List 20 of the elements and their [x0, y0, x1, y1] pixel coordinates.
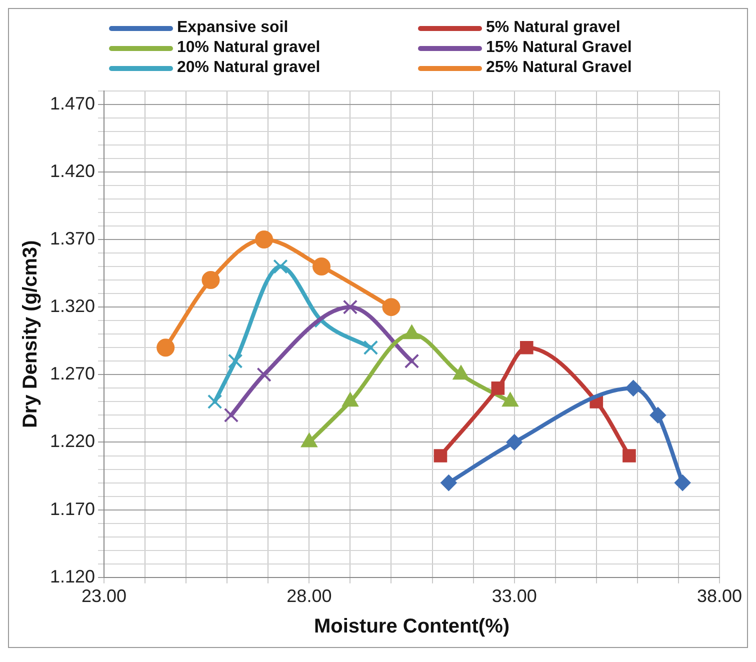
x-tick-label: 33.00: [492, 586, 537, 606]
legend-label: 25% Natural Gravel: [486, 59, 632, 77]
y-tick-label: 1.170: [50, 498, 96, 519]
y-tick-label: 1.470: [50, 93, 96, 114]
legend-label: 10% Natural gravel: [177, 39, 320, 57]
y-tick-label: 1.320: [50, 296, 96, 316]
x-tick-label: 23.00: [82, 586, 127, 606]
y-tick-label: 1.270: [50, 364, 96, 384]
y-tick-label: 1.370: [50, 228, 96, 248]
legend-label: 5% Natural gravel: [486, 19, 620, 37]
x-tick-label: 28.00: [286, 586, 332, 606]
x-axis-title: Moisture Content(%): [314, 616, 510, 638]
y-tick-label: 1.420: [50, 160, 96, 181]
legend-label: Expansive soil: [177, 19, 288, 37]
legend-label: 20% Natural gravel: [177, 59, 320, 77]
legend-label: 15% Natural Gravel: [486, 39, 632, 57]
y-axis-title: Dry Density (g/cm3): [20, 240, 42, 428]
y-tick-label: 1.120: [50, 566, 96, 586]
y-tick-label: 1.220: [50, 431, 96, 452]
x-tick-label: 38.00: [696, 586, 742, 606]
